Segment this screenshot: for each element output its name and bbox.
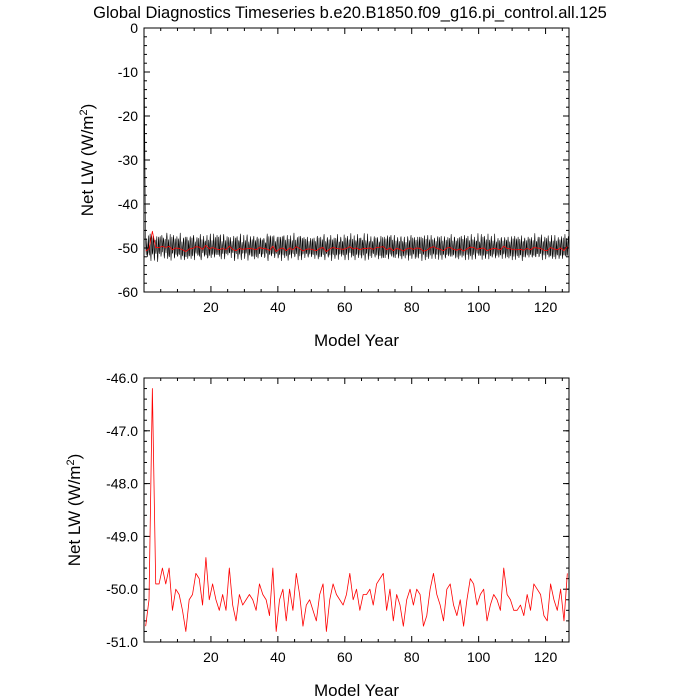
x-tick-label: 120 — [534, 649, 558, 665]
x-tick-label: 80 — [404, 649, 420, 665]
y-axis-title-bottom: Net LW (W/m2) — [65, 454, 84, 567]
series-group-bottom — [145, 388, 568, 632]
x-tick-label: 60 — [337, 299, 353, 315]
y-tick-label: -20 — [118, 108, 138, 124]
y-axis-title-main: Net LW (W/m — [65, 466, 84, 567]
y-axis-title-top: Net LW (W/m2) — [78, 104, 97, 217]
x-tick-label: 40 — [270, 649, 286, 665]
x-tick-label: 80 — [404, 299, 420, 315]
y-axis-title-main: Net LW (W/m — [78, 116, 97, 217]
y-tick-label: 0 — [130, 20, 138, 36]
y-tick-label: -49.0 — [106, 528, 138, 544]
series-line — [143, 33, 570, 262]
y-axis-title-sup: 2 — [78, 109, 90, 115]
x-tick-label: 100 — [467, 299, 491, 315]
x-tick-label: 20 — [203, 649, 219, 665]
x-axis-title-top: Model Year — [314, 331, 399, 350]
series-line — [145, 388, 568, 632]
x-tick-label: 60 — [337, 649, 353, 665]
panel-bottom: 20 40 60 80 100 120 -46.0 -47.0 -48.0 -49.0 -50.0 -… — [65, 370, 570, 700]
series-line — [145, 230, 568, 252]
y-tick-label: -10 — [118, 64, 138, 80]
y-axis-title-tail: ) — [65, 454, 84, 460]
y-tick-label: -30 — [118, 152, 138, 168]
y-tick-label: -46.0 — [106, 370, 138, 386]
y-tick-label: -50.0 — [106, 581, 138, 597]
plot-frame-bottom — [143, 377, 570, 643]
x-axis-title-bottom: Model Year — [314, 681, 399, 700]
axis-ticks-bottom: 20 40 60 80 100 120 -46.0 -47.0 -48.0 -49.0 -50.0 -… — [106, 370, 569, 665]
y-axis-title-tail: ) — [78, 104, 97, 110]
y-tick-label: -47.0 — [106, 423, 138, 439]
panel-top: 20 40 60 80 100 120 0 -10 -20 -30 -40 -50 -60 Model … — [78, 20, 570, 350]
x-tick-label: 100 — [467, 649, 491, 665]
y-tick-label: -48.0 — [106, 476, 138, 492]
y-tick-label: -40 — [118, 196, 138, 212]
x-tick-label: 40 — [270, 299, 286, 315]
y-tick-label: -51.0 — [106, 634, 138, 650]
x-tick-label: 20 — [203, 299, 219, 315]
axis-ticks-top: 20 40 60 80 100 120 0 -10 -20 -30 -40 -50 -60 — [118, 20, 569, 315]
y-tick-label: -50 — [118, 240, 138, 256]
figure-title: Global Diagnostics Timeseries b.e20.B185… — [93, 4, 607, 22]
series-group-top — [143, 33, 570, 262]
y-axis-title-sup: 2 — [65, 459, 77, 465]
x-tick-label: 120 — [534, 299, 558, 315]
y-tick-label: -60 — [118, 284, 138, 300]
